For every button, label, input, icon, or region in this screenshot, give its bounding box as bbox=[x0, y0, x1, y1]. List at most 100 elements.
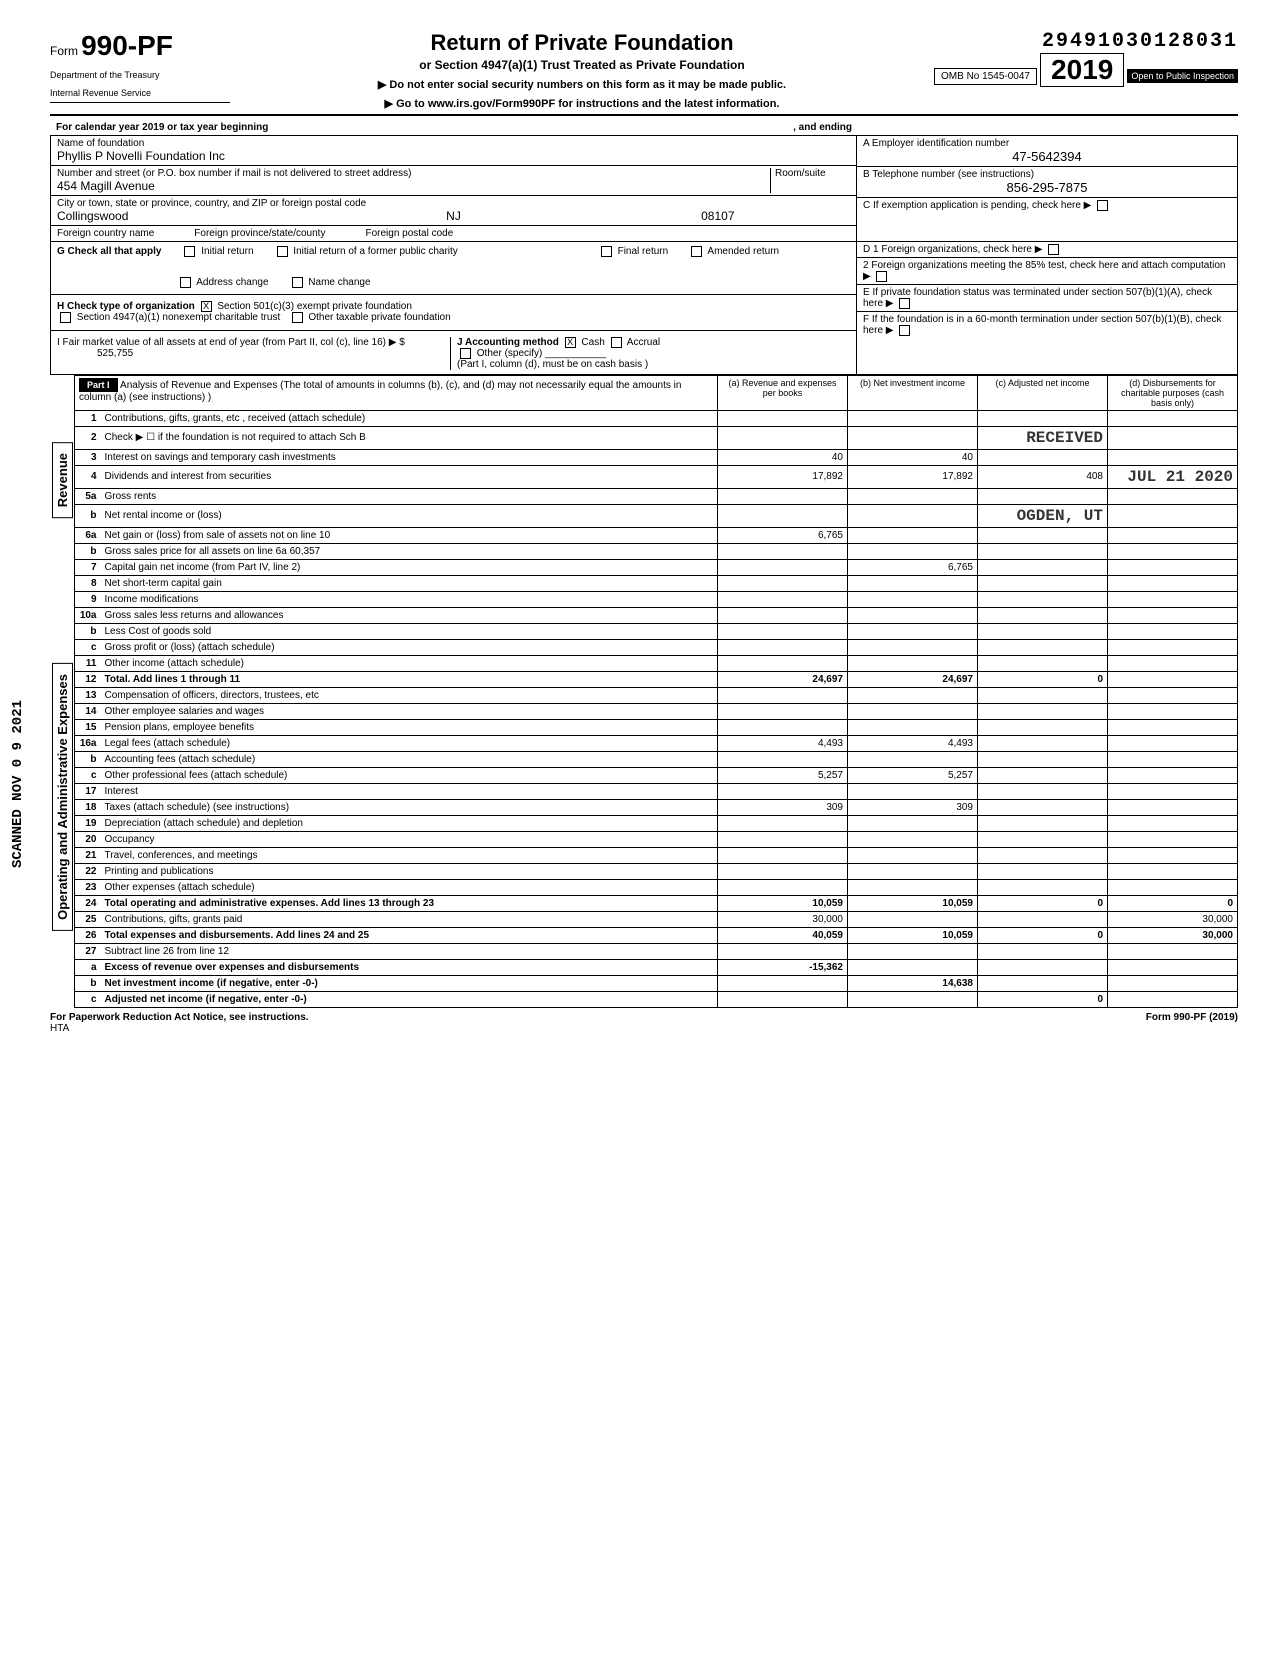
table-row: 26Total expenses and disbursements. Add … bbox=[75, 927, 1238, 943]
table-row: cGross profit or (loss) (attach schedule… bbox=[75, 639, 1238, 655]
table-row: 11Other income (attach schedule) bbox=[75, 655, 1238, 671]
g-final-checkbox[interactable] bbox=[601, 246, 612, 257]
col-d-value bbox=[1108, 719, 1238, 735]
line-number: 1 bbox=[75, 410, 101, 426]
state: NJ bbox=[321, 209, 585, 223]
col-b-value bbox=[848, 703, 978, 719]
g-amended-checkbox[interactable] bbox=[691, 246, 702, 257]
col-c-value: RECEIVED bbox=[978, 426, 1108, 449]
col-c-value bbox=[978, 767, 1108, 783]
col-d-value bbox=[1108, 426, 1238, 449]
g-addr-change: Address change bbox=[196, 277, 268, 288]
col-c-value bbox=[978, 703, 1108, 719]
g-initial-former-checkbox[interactable] bbox=[277, 246, 288, 257]
col-b-header: (b) Net investment income bbox=[848, 375, 978, 410]
c-checkbox[interactable] bbox=[1097, 200, 1108, 211]
e-checkbox[interactable] bbox=[899, 298, 910, 309]
part1-layout: Revenue Operating and Administrative Exp… bbox=[50, 375, 1238, 1008]
line-label: Dividends and interest from securities bbox=[101, 465, 718, 488]
col-a-value bbox=[718, 655, 848, 671]
col-a-value bbox=[718, 607, 848, 623]
j-cash-checkbox[interactable]: X bbox=[565, 337, 576, 348]
col-b-value bbox=[848, 911, 978, 927]
j-other: Other (specify) bbox=[477, 348, 543, 359]
col-d-value bbox=[1108, 767, 1238, 783]
g-name-checkbox[interactable] bbox=[292, 277, 303, 288]
line-label: Adjusted net income (if negative, enter … bbox=[101, 991, 718, 1007]
col-d-header: (d) Disbursements for charitable purpose… bbox=[1108, 375, 1238, 410]
table-row: bLess Cost of goods sold bbox=[75, 623, 1238, 639]
col-c-value: 0 bbox=[978, 927, 1108, 943]
d1-checkbox[interactable] bbox=[1048, 244, 1059, 255]
col-c-value bbox=[978, 879, 1108, 895]
line-number: 4 bbox=[75, 465, 101, 488]
line-label: Net short-term capital gain bbox=[101, 575, 718, 591]
h-501c3-checkbox[interactable]: X bbox=[201, 301, 212, 312]
table-row: 10aGross sales less returns and allowanc… bbox=[75, 607, 1238, 623]
table-row: cOther professional fees (attach schedul… bbox=[75, 767, 1238, 783]
j-accrual-checkbox[interactable] bbox=[611, 337, 622, 348]
city-label: City or town, state or province, country… bbox=[57, 198, 850, 209]
d2-label: 2 Foreign organizations meeting the 85% … bbox=[863, 260, 1225, 271]
g-initial-checkbox[interactable] bbox=[184, 246, 195, 257]
line-label: Contributions, gifts, grants, etc , rece… bbox=[101, 410, 718, 426]
line-label: Total. Add lines 1 through 11 bbox=[101, 671, 718, 687]
col-c-value bbox=[978, 410, 1108, 426]
g-addr-checkbox[interactable] bbox=[180, 277, 191, 288]
table-row: bNet rental income or (loss)OGDEN, UT bbox=[75, 504, 1238, 527]
col-a-value bbox=[718, 591, 848, 607]
h-opt1: Section 501(c)(3) exempt private foundat… bbox=[217, 301, 412, 312]
line-number: 15 bbox=[75, 719, 101, 735]
table-row: 22Printing and publications bbox=[75, 863, 1238, 879]
table-row: bNet investment income (if negative, ent… bbox=[75, 975, 1238, 991]
col-a-value bbox=[718, 426, 848, 449]
entity-info: Name of foundation Phyllis P Novelli Fou… bbox=[50, 135, 1238, 242]
line-label: Capital gain net income (from Part IV, l… bbox=[101, 559, 718, 575]
table-row: 14Other employee salaries and wages bbox=[75, 703, 1238, 719]
table-row: 12Total. Add lines 1 through 1124,69724,… bbox=[75, 671, 1238, 687]
line-label: Income modifications bbox=[101, 591, 718, 607]
form-number-block: Form 990-PF Department of the Treasury I… bbox=[50, 30, 230, 103]
col-d-value: JUL 21 2020 bbox=[1108, 465, 1238, 488]
page-footer: For Paperwork Reduction Act Notice, see … bbox=[50, 1012, 1238, 1034]
col-b-value: 40 bbox=[848, 449, 978, 465]
col-a-value: 17,892 bbox=[718, 465, 848, 488]
line-label: Total expenses and disbursements. Add li… bbox=[101, 927, 718, 943]
col-b-value bbox=[848, 591, 978, 607]
line-number: b bbox=[75, 543, 101, 559]
col-d-value bbox=[1108, 975, 1238, 991]
ein: 47-5642394 bbox=[863, 149, 1231, 164]
calendar-year-row: For calendar year 2019 or tax year begin… bbox=[50, 120, 1238, 135]
col-c-value bbox=[978, 815, 1108, 831]
col-b-value bbox=[848, 751, 978, 767]
col-d-value bbox=[1108, 959, 1238, 975]
c-label: C If exemption application is pending, c… bbox=[863, 200, 1081, 211]
col-c-value bbox=[978, 543, 1108, 559]
f-checkbox[interactable] bbox=[899, 325, 910, 336]
line-label: Other income (attach schedule) bbox=[101, 655, 718, 671]
col-b-value bbox=[848, 543, 978, 559]
line-number: 3 bbox=[75, 449, 101, 465]
line-number: 17 bbox=[75, 783, 101, 799]
g-name-change: Name change bbox=[308, 277, 370, 288]
table-row: 13Compensation of officers, directors, t… bbox=[75, 687, 1238, 703]
d2-checkbox[interactable] bbox=[876, 271, 887, 282]
name-label: Name of foundation bbox=[57, 138, 850, 149]
h-opt3: Other taxable private foundation bbox=[308, 313, 450, 324]
table-row: 20Occupancy bbox=[75, 831, 1238, 847]
j-other-checkbox[interactable] bbox=[460, 348, 471, 359]
col-c-value bbox=[978, 655, 1108, 671]
h-4947-checkbox[interactable] bbox=[60, 312, 71, 323]
col-a-value: 40 bbox=[718, 449, 848, 465]
col-d-value bbox=[1108, 703, 1238, 719]
col-b-value bbox=[848, 607, 978, 623]
line-label: Accounting fees (attach schedule) bbox=[101, 751, 718, 767]
col-c-value: 0 bbox=[978, 895, 1108, 911]
line-number: 20 bbox=[75, 831, 101, 847]
instruct-2: ▶ Go to www.irs.gov/Form990PF for instru… bbox=[240, 97, 924, 110]
addr-label: Number and street (or P.O. box number if… bbox=[57, 168, 770, 179]
col-c-value bbox=[978, 943, 1108, 959]
h-other-checkbox[interactable] bbox=[292, 312, 303, 323]
col-c-value bbox=[978, 959, 1108, 975]
line-label: Net investment income (if negative, ente… bbox=[101, 975, 718, 991]
